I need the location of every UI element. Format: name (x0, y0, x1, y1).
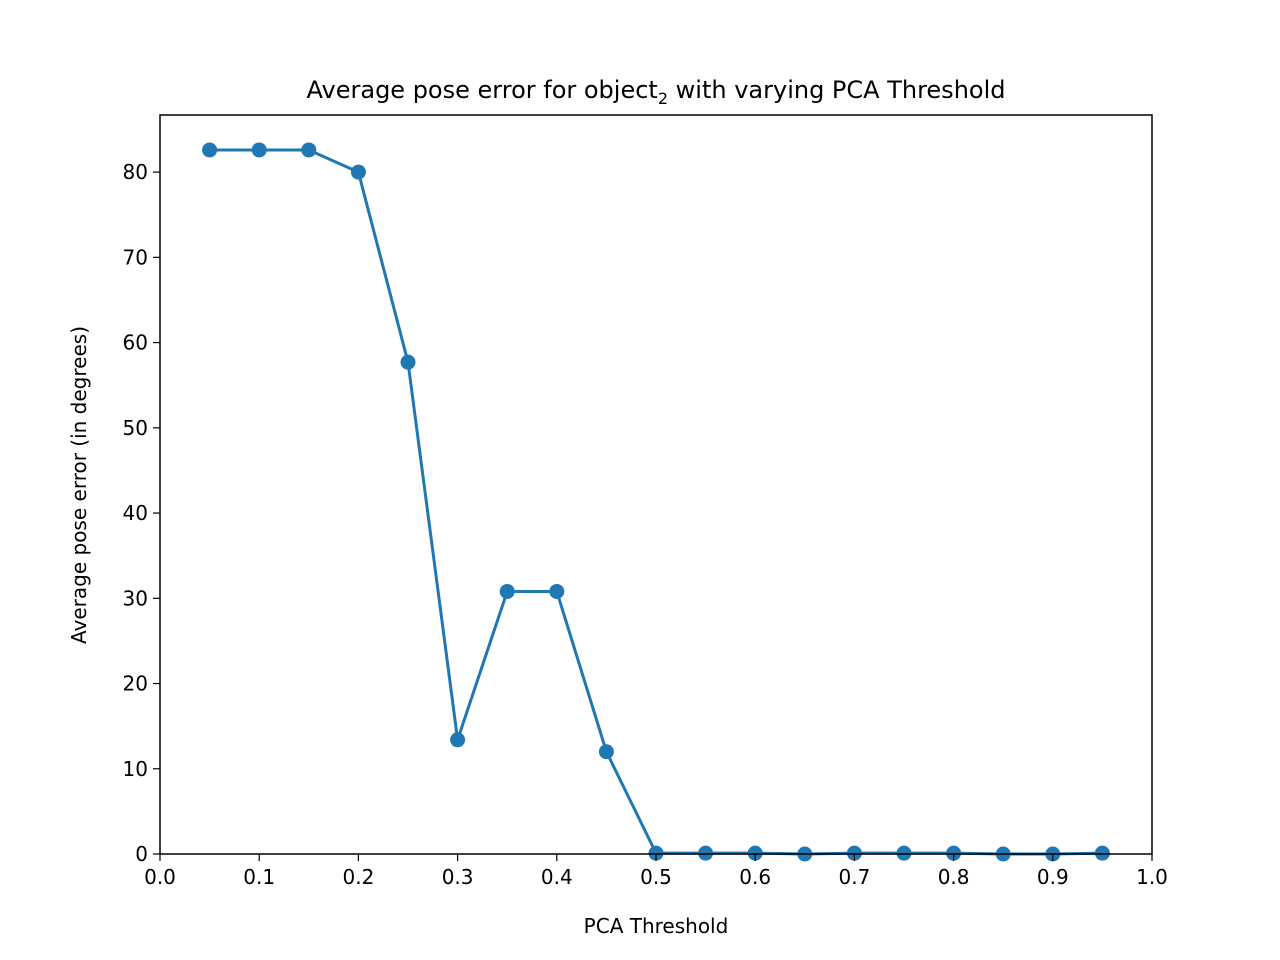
data-point (350, 164, 366, 180)
data-point (450, 732, 466, 748)
x-tick-label: 0.5 (640, 865, 672, 889)
x-tick-label: 0.8 (938, 865, 970, 889)
data-point (251, 142, 267, 158)
x-tick-label: 1.0 (1136, 865, 1168, 889)
data-point (648, 845, 664, 861)
data-point (202, 142, 218, 158)
series-line (209, 148, 1103, 856)
x-tick-label: 0.4 (541, 865, 573, 889)
chart-title: Average pose error for object2 with vary… (307, 76, 1006, 108)
data-point (499, 583, 515, 599)
data-point (400, 354, 416, 370)
x-tick-label: 0.9 (1037, 865, 1069, 889)
y-tick-label: 20 (123, 672, 148, 696)
y-tick-label: 0 (135, 842, 148, 866)
x-tick-label: 0.3 (442, 865, 474, 889)
y-tick-label: 70 (123, 245, 148, 269)
chart-title-rest: with varying PCA Threshold (668, 76, 1005, 104)
x-tick-label: 0.7 (838, 865, 870, 889)
axis-ticks: 0.0 0.1 0.2 0.3 0.4 0.5 0.6 0.7 0.8 0.9 1.0 0 10 20 30… (123, 160, 1168, 889)
y-axis-label: Average pose error (in degrees) (67, 326, 91, 644)
axes-frame (159, 114, 1153, 855)
y-tick-label: 80 (123, 160, 148, 184)
x-tick-label: 0.2 (342, 865, 374, 889)
x-tick-label: 0.0 (144, 865, 176, 889)
chart-title-main: Average pose error for object (307, 76, 658, 104)
data-point (301, 142, 317, 158)
chart-title-subscript: 2 (658, 89, 668, 108)
data-point (846, 845, 862, 861)
x-tick-label: 0.6 (739, 865, 771, 889)
y-tick-label: 30 (123, 586, 148, 610)
data-point (698, 845, 714, 861)
plot-area (202, 142, 1110, 862)
data-point (747, 845, 763, 861)
data-point (946, 845, 962, 861)
data-point (896, 845, 912, 861)
y-tick-label: 50 (123, 416, 148, 440)
data-point (1094, 845, 1110, 861)
data-point (598, 744, 614, 760)
y-tick-label: 60 (123, 331, 148, 355)
x-tick-label: 0.1 (243, 865, 275, 889)
data-point (549, 583, 565, 599)
y-tick-label: 10 (123, 757, 148, 781)
x-axis-label: PCA Threshold (584, 914, 729, 938)
y-tick-label: 40 (123, 501, 148, 525)
